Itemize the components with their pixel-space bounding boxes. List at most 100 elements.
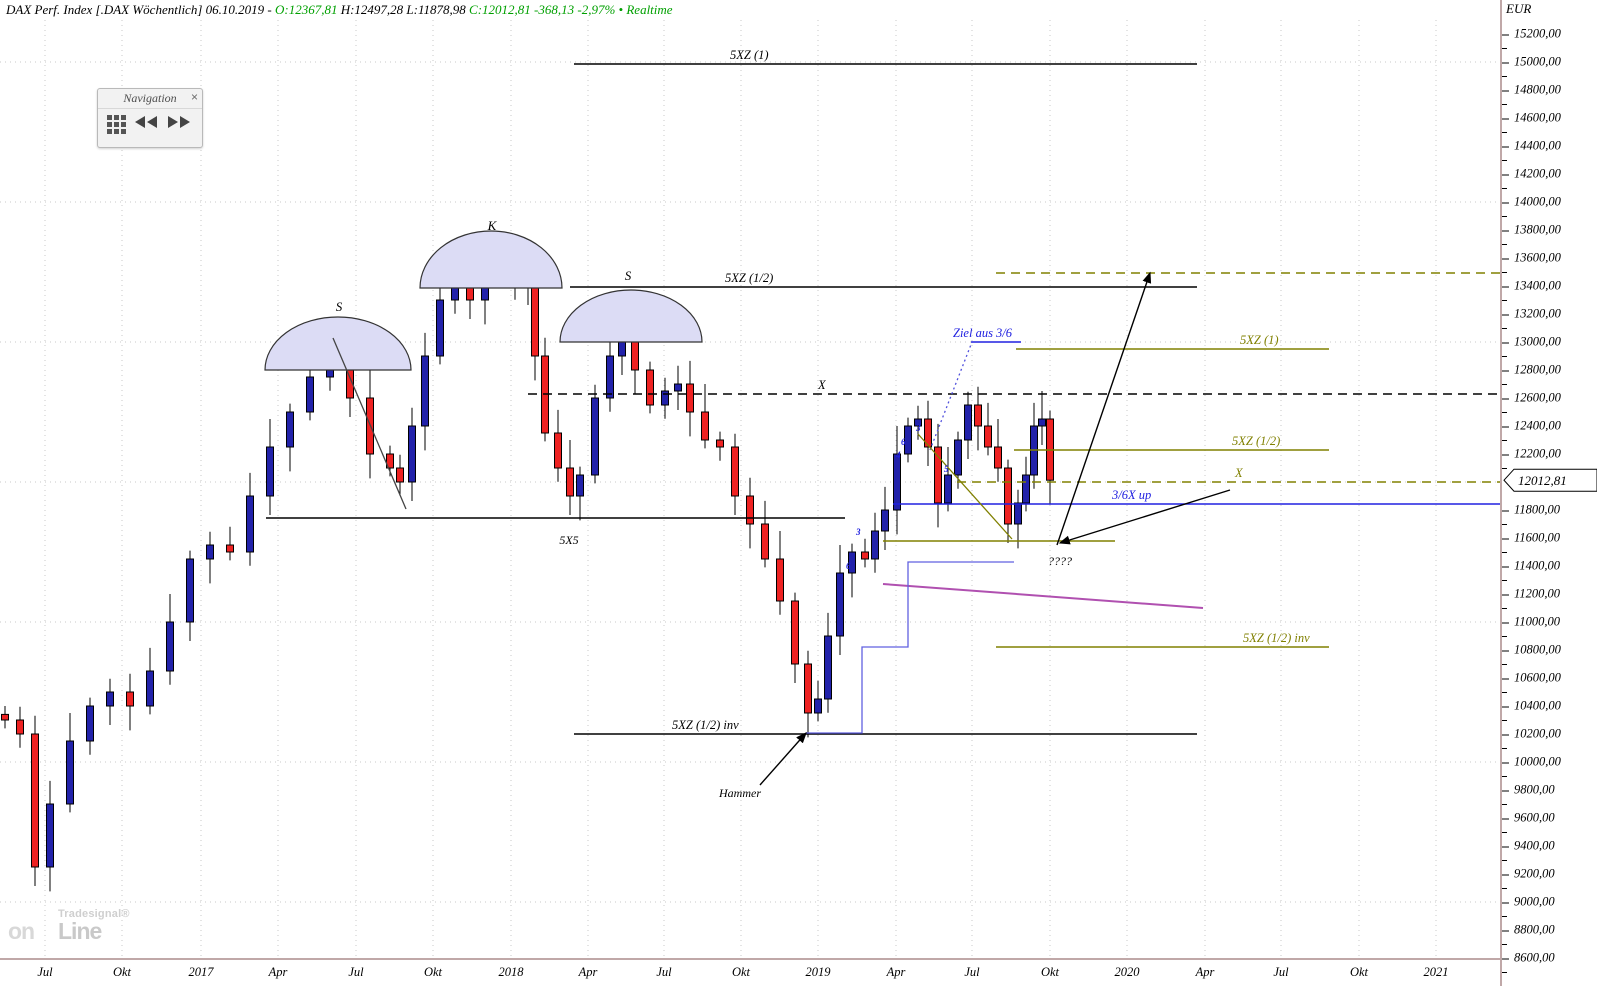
chart-plot-area[interactable]: 5XZ (1) 5XZ (1/2) 5XZ (1) X 5XZ (1/2) X 3/6X u… <box>0 20 1500 958</box>
bullish-projection-arrow <box>1056 271 1152 546</box>
price-tick: 11800,00 <box>1502 503 1560 518</box>
price-minor-tick <box>1502 944 1507 945</box>
time-tick: 2020 <box>1114 965 1140 979</box>
price-tick: 11000,00 <box>1502 615 1560 630</box>
time-tick: 2019 <box>805 965 831 979</box>
chart-canvas: 5XZ (1) 5XZ (1/2) 5XZ (1) X 5XZ (1/2) X 3/6X u… <box>1 48 1500 892</box>
price-tick: 13000,00 <box>1502 335 1561 350</box>
price-minor-tick <box>1502 748 1507 749</box>
price-minor-tick <box>1502 272 1507 273</box>
bearish-projection-arrow <box>1058 489 1231 545</box>
price-tick: 14800,00 <box>1502 83 1561 98</box>
price-tick: 12200,00 <box>1502 447 1561 462</box>
5xz-1-black-label: 5XZ (1) <box>730 48 769 62</box>
price-tick: 9400,00 <box>1502 839 1555 854</box>
wave-count-label: 3 <box>915 423 921 433</box>
annotation-arrows <box>759 271 1231 786</box>
wave-count-label: 6 <box>846 561 851 571</box>
price-minor-tick <box>1502 888 1507 889</box>
price-tick: 9200,00 <box>1502 867 1555 882</box>
hammer-marker: Hammer <box>718 786 761 800</box>
price-tick: 12400,00 <box>1502 419 1561 434</box>
time-tick: Jul <box>964 965 980 979</box>
time-tick: Apr <box>1195 965 1215 979</box>
wave-count-label: 3 <box>855 527 861 537</box>
price-tick: 13400,00 <box>1502 279 1561 294</box>
price-tick: 11200,00 <box>1502 587 1560 602</box>
head-shoulders-head <box>419 230 563 289</box>
sxs-marker: 5X5 <box>559 533 578 547</box>
header-change: -368,13 <box>534 2 575 17</box>
blue-3-6x-up-label: 3/6X up <box>1111 488 1151 502</box>
shoulder-right: S <box>625 268 632 283</box>
price-minor-tick <box>1502 776 1507 777</box>
price-minor-tick <box>1502 132 1507 133</box>
time-tick: 2017 <box>188 965 214 979</box>
price-tick: 10200,00 <box>1502 727 1561 742</box>
price-minor-tick <box>1502 608 1507 609</box>
time-tick: Okt <box>423 965 443 979</box>
navigation-panel[interactable]: Navigation × <box>97 88 203 148</box>
blue-step-line <box>806 561 1014 734</box>
price-tick: 12600,00 <box>1502 391 1561 406</box>
price-tick: 14400,00 <box>1502 139 1561 154</box>
header-low: L:11878,98 <box>406 2 466 17</box>
watermark-on: on <box>8 918 35 944</box>
time-tick: Okt <box>1040 965 1060 979</box>
time-tick: Okt <box>112 965 132 979</box>
close-icon[interactable]: × <box>190 90 198 104</box>
dotted-blue-target <box>929 341 973 451</box>
header-date: 06.10.2019 <box>205 2 265 17</box>
price-tick: 13800,00 <box>1502 223 1561 238</box>
price-tick: 9800,00 <box>1502 783 1555 798</box>
pattern-shapes <box>264 230 703 371</box>
svg-text:12012,81: 12012,81 <box>1518 473 1567 488</box>
wave-count-label: 4 <box>895 450 901 460</box>
price-tick: 8600,00 <box>1502 951 1555 966</box>
price-minor-tick <box>1502 48 1507 49</box>
price-tick: 14000,00 <box>1502 195 1561 210</box>
grid-icon[interactable] <box>107 115 126 134</box>
price-minor-tick <box>1502 720 1507 721</box>
price-axis[interactable]: EUR 15200,00 15000,00 14800,00 14600,00 1440… <box>1500 0 1597 986</box>
header-close: C:12012,81 <box>469 2 531 17</box>
5xz-1-olive-label: 5XZ (1) <box>1240 333 1279 347</box>
price-minor-tick <box>1502 524 1507 525</box>
wave-count-label: 5 <box>944 464 949 474</box>
navigation-titlebar: Navigation × <box>98 89 202 109</box>
price-tick: 13600,00 <box>1502 251 1561 266</box>
price-tick: 10400,00 <box>1502 699 1561 714</box>
price-tick: 14200,00 <box>1502 167 1561 182</box>
navigation-buttons <box>98 109 202 135</box>
time-tick: Okt <box>1349 965 1369 979</box>
head: K <box>487 218 498 233</box>
currency-label: EUR <box>1506 1 1532 16</box>
price-minor-tick <box>1502 664 1507 665</box>
rewind-icon[interactable] <box>133 114 159 135</box>
navigation-title: Navigation <box>123 91 177 105</box>
downtrend-left <box>332 337 407 510</box>
time-axis[interactable]: Jul Okt 2017 Apr Jul Okt 2018 Apr Jul Okt 2019 Apr J… <box>0 958 1500 986</box>
price-tick: 12800,00 <box>1502 363 1561 378</box>
price-tick: 11600,00 <box>1502 531 1560 546</box>
price-minor-tick <box>1502 244 1507 245</box>
header-open: O:12367,81 <box>274 2 338 17</box>
x-black-dashed-label: X <box>817 378 827 392</box>
price-tick: 13200,00 <box>1502 307 1561 322</box>
price-minor-tick <box>1502 804 1507 805</box>
forward-icon[interactable] <box>166 114 192 135</box>
price-tick: 10800,00 <box>1502 643 1561 658</box>
5xz-half-black-label: 5XZ (1/2) <box>725 271 773 285</box>
header-instrument: DAX Perf. Index [.DAX Wöchentlich] <box>6 2 203 17</box>
time-tick: Jul <box>656 965 672 979</box>
time-tick: 2021 <box>1423 965 1449 979</box>
annotation-labels: 5XZ (1) 5XZ (1/2) 5XZ (1) X 5XZ (1/2) X 3/6X u… <box>336 48 1310 800</box>
header-separator: • <box>618 2 624 17</box>
hammer-callout-arrow <box>759 731 807 786</box>
header-realtime: Realtime <box>626 2 673 17</box>
time-tick: Jul <box>1273 965 1289 979</box>
price-minor-tick <box>1502 916 1507 917</box>
price-minor-tick <box>1502 104 1507 105</box>
price-minor-tick <box>1502 972 1507 973</box>
